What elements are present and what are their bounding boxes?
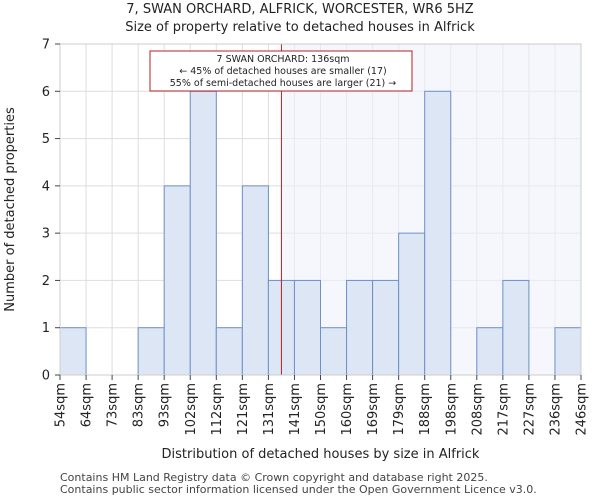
bar-217sqm	[502, 279, 530, 376]
bar-208sqm	[476, 327, 504, 376]
x-tick-label: 208sqm	[470, 383, 485, 436]
x-tick-label: 141sqm	[288, 383, 303, 436]
bar-54sqm	[59, 327, 87, 376]
x-tick-label: 54sqm	[54, 383, 69, 427]
y-axis-ticks: 0 1 2 3 4 5 6 7	[42, 38, 60, 384]
bar-83sqm	[137, 327, 165, 376]
chart-title: 7, SWAN ORCHARD, ALFRICK, WORCESTER, WR6…	[126, 2, 474, 17]
bar-121sqm	[241, 185, 269, 376]
x-tick-label: 83sqm	[132, 383, 147, 427]
y-tick-label: 7	[42, 38, 50, 53]
footer-line-2: Contains public sector information licen…	[60, 483, 537, 496]
x-tick-label: 93sqm	[158, 383, 173, 427]
x-tick-label: 73sqm	[106, 383, 121, 427]
y-tick-label: 0	[42, 369, 50, 384]
x-tick-label: 227sqm	[522, 383, 537, 436]
x-tick-label: 64sqm	[80, 383, 95, 427]
x-tick-label: 246sqm	[575, 383, 590, 436]
bar-150sqm	[320, 327, 348, 376]
x-tick-label: 169sqm	[366, 383, 381, 436]
annotation-line-3: 55% of semi-detached houses are larger (…	[170, 78, 397, 89]
x-tick-label: 131sqm	[262, 383, 277, 436]
x-tick-label: 198sqm	[444, 383, 459, 436]
x-tick-label: 160sqm	[340, 383, 355, 436]
bar-141sqm	[293, 279, 322, 376]
annotation-box	[149, 50, 413, 92]
y-tick-label: 6	[42, 85, 50, 100]
y-tick-label: 2	[42, 274, 50, 289]
x-axis-ticks: 54sqm 64sqm 73sqm 83sqm 93sqm 102sqm 112sqm 121…	[54, 375, 590, 436]
y-tick-label: 5	[42, 132, 50, 147]
x-tick-label: 150sqm	[314, 383, 329, 436]
chart-subtitle: Size of property relative to detached ho…	[125, 20, 475, 35]
x-tick-label: 188sqm	[418, 383, 433, 436]
bar-169sqm	[372, 279, 400, 376]
x-tick-label: 179sqm	[392, 383, 407, 436]
x-axis-title: Distribution of detached houses by size …	[162, 447, 480, 462]
annotation-line-1: 7 SWAN ORCHARD: 136sqm	[217, 54, 350, 65]
y-tick-label: 4	[42, 179, 50, 194]
x-tick-label: 121sqm	[236, 383, 251, 436]
annotation-line-2: ← 45% of detached houses are smaller (17…	[179, 66, 386, 77]
bar-236sqm	[554, 327, 582, 376]
bars	[59, 90, 582, 376]
x-tick-label: 217sqm	[496, 383, 511, 436]
bar-112sqm	[215, 327, 243, 376]
x-tick-label: 112sqm	[210, 383, 225, 436]
footer-line-1: Contains HM Land Registry data © Crown c…	[60, 471, 488, 484]
bar-160sqm	[346, 279, 374, 376]
y-axis-title: Number of detached properties	[3, 107, 18, 312]
bar-chart: 7 SWAN ORCHARD: 136sqm ← 45% of detached…	[3, 38, 590, 463]
y-tick-label: 1	[42, 321, 50, 336]
y-tick-label: 3	[42, 227, 50, 242]
bar-179sqm	[398, 232, 426, 376]
bar-188sqm	[424, 90, 452, 376]
bar-93sqm	[163, 185, 191, 376]
x-tick-label: 236sqm	[548, 383, 563, 436]
x-tick-label: 102sqm	[184, 383, 199, 436]
marker-annotation: 7 SWAN ORCHARD: 136sqm ← 45% of detached…	[149, 50, 413, 92]
bar-102sqm	[189, 90, 217, 376]
